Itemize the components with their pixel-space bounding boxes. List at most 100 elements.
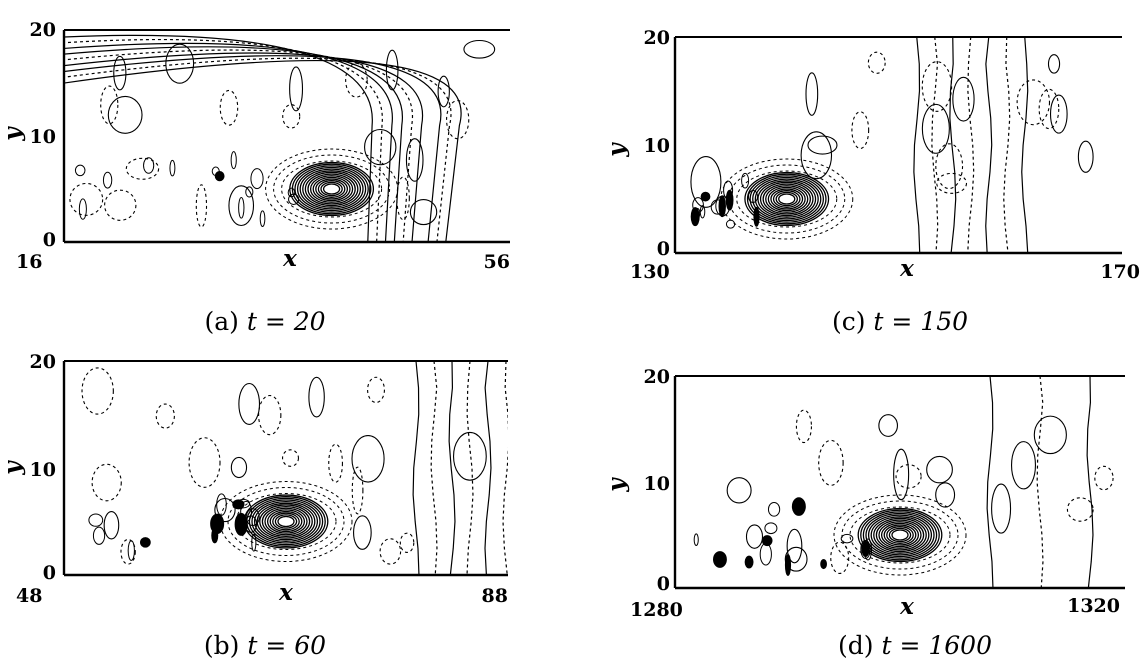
tail-contour	[211, 527, 219, 544]
tail-contour	[744, 555, 754, 569]
x-tick-min: 130	[630, 261, 670, 283]
wavefront-contour	[64, 46, 404, 242]
tail-contour	[759, 542, 772, 566]
radiation-lobe	[195, 184, 208, 228]
soliton-contour	[888, 527, 912, 543]
soliton-contour	[778, 193, 796, 205]
radiation-lobe	[926, 455, 953, 484]
contour-plot-b: 20 10 0 y 48 88 x (b) t = 60	[0, 351, 527, 660]
soliton-contour	[775, 191, 798, 207]
radiation-lobe	[345, 62, 368, 98]
radiation-lobe	[726, 477, 752, 504]
contour-field	[693, 376, 1142, 588]
radiation-lobe	[1016, 79, 1051, 126]
panel-d: 20 10 0 y 1280 1320 x (d) t = 1600	[580, 340, 1142, 664]
plot-area	[62, 29, 510, 244]
soliton-halo	[720, 158, 854, 240]
tail-contour	[238, 196, 245, 219]
plot-area	[62, 360, 527, 577]
plot-area	[673, 36, 1122, 255]
wavefront-contour	[1137, 376, 1142, 588]
wavefront-contour	[466, 361, 474, 575]
radiation-lobe	[308, 376, 325, 418]
soliton-contour	[243, 494, 329, 549]
caption-c: (c) t = 150	[832, 307, 968, 336]
x-tick-max: 56	[484, 251, 510, 273]
soliton-contour	[867, 514, 933, 556]
radiation-lobe	[935, 143, 964, 190]
tail-contour	[700, 191, 711, 202]
wavefront-contour	[967, 37, 975, 253]
x-axis-label: x	[899, 593, 914, 620]
radiation-lobe	[409, 199, 438, 226]
soliton-contour	[857, 507, 943, 563]
tail-contour	[251, 533, 257, 552]
soliton-contour	[253, 500, 319, 542]
radiation-lobe	[437, 75, 450, 108]
soliton-halo	[219, 481, 353, 562]
soliton-peak	[329, 186, 335, 192]
y-axis-label: y	[603, 142, 630, 158]
radiation-lobe	[1077, 140, 1094, 173]
radiation-lobe	[81, 367, 114, 415]
tail-contour	[791, 497, 806, 516]
soliton-halo	[235, 493, 337, 550]
soliton-contour	[746, 173, 827, 225]
x-tick-max: 1320	[1067, 595, 1120, 617]
radiation-lobe	[385, 49, 399, 91]
y-tick-0: 0	[657, 573, 670, 595]
wavefront-contour	[430, 361, 438, 575]
radiation-lobe	[125, 157, 160, 180]
tail-contour	[713, 551, 727, 568]
radiation-lobe	[282, 104, 301, 129]
wavefront-contour	[64, 42, 393, 242]
wavefront-contour	[64, 38, 383, 242]
tail-contour	[127, 540, 135, 561]
soliton-contour	[304, 171, 359, 207]
panel-c: 20 10 0 y 130 170 x (c) t = 150	[580, 0, 1142, 340]
contour-plot-d: 20 10 0 y 1280 1320 x (d) t = 1600	[603, 366, 1142, 660]
soliton-contour	[299, 168, 364, 210]
soliton-contour	[317, 180, 346, 198]
radiation-lobe	[379, 538, 402, 565]
y-tick-10: 10	[30, 459, 56, 481]
contour-field	[690, 37, 1094, 253]
soliton-contour	[264, 507, 308, 536]
tail-contour	[840, 533, 854, 544]
soliton-contour	[865, 512, 935, 558]
radiation-lobe	[289, 66, 304, 112]
contour-field	[64, 34, 496, 242]
x-axis-label: x	[278, 579, 293, 606]
soliton-halo	[736, 170, 838, 228]
wavefront-contour	[1021, 37, 1029, 253]
soliton-contour	[762, 183, 811, 215]
radiation-lobe	[446, 99, 470, 140]
y-tick-20: 20	[644, 366, 670, 388]
soliton-contour	[870, 516, 930, 554]
radiation-lobe	[936, 172, 968, 194]
tail-contour	[143, 157, 155, 174]
wavefront-contour	[521, 361, 527, 575]
radiation-lobe	[351, 466, 364, 515]
soliton-contour	[767, 186, 806, 212]
soliton-contour	[752, 176, 822, 222]
soliton-halo	[227, 487, 345, 556]
radiation-lobe	[830, 541, 850, 575]
wavefront-contour	[1003, 37, 1011, 253]
tail-contour	[169, 159, 176, 177]
soliton-contour	[772, 190, 801, 208]
soliton-contour	[294, 165, 369, 213]
tail-contour	[718, 195, 726, 218]
radiation-lobe	[878, 414, 899, 437]
radiation-lobe	[690, 155, 722, 208]
wavefront-contour	[1086, 376, 1094, 588]
radiation-lobe	[230, 456, 248, 479]
radiation-lobe	[238, 382, 261, 425]
tail-contour	[214, 170, 225, 182]
radiation-lobe	[991, 483, 1012, 534]
tail-contour	[784, 554, 792, 576]
tail-contour	[245, 186, 254, 198]
tail-contour	[216, 493, 227, 516]
radiation-lobe	[1033, 415, 1067, 455]
soliton-contour	[759, 181, 814, 217]
